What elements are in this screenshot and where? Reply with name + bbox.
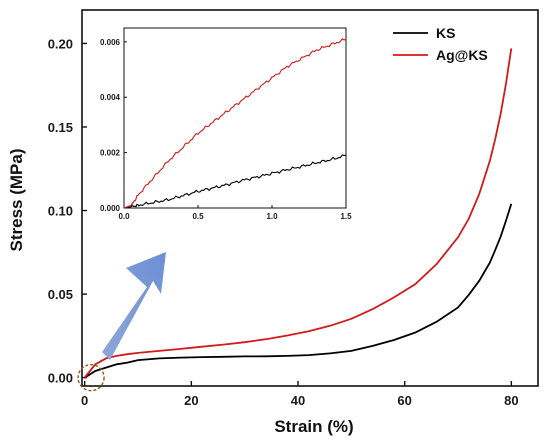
main-y-tick-label: 0.00 <box>48 371 73 386</box>
inset-x-tick-label: 1.0 <box>266 212 278 221</box>
main-series-line-ks <box>84 203 513 379</box>
zoom-region-circle <box>77 363 105 392</box>
y-axis-title: Stress (MPa) <box>7 149 26 252</box>
main-y-tick-label: 0.20 <box>48 36 73 51</box>
inset-y-tick-label: 0.002 <box>100 149 121 158</box>
main-plot-frame <box>81 9 539 387</box>
inset-x-tick-label: 0.0 <box>118 212 130 221</box>
main-x-tick-label: 60 <box>397 393 411 408</box>
legend-label-ks: KS <box>436 25 455 41</box>
main-x-tick-label: 40 <box>291 393 305 408</box>
legend-label-ag-ks: Ag@KS <box>436 47 488 63</box>
zoom-arrow <box>102 252 166 360</box>
inset-y-tick-label: 0.006 <box>100 38 121 47</box>
main-x-tick-label: 80 <box>504 393 518 408</box>
inset-series-line-ks <box>123 154 346 209</box>
main-y-tick-label: 0.10 <box>48 204 73 219</box>
main-series-group <box>83 48 513 379</box>
inset-plot-frame <box>123 27 347 209</box>
legend: KS Ag@KS <box>393 25 488 63</box>
inset-x-tick-label: 0.5 <box>192 212 204 221</box>
main-series-line-ag-ks <box>83 48 513 379</box>
main-y-ticks: 0.00 0.05 0.10 0.15 0.20 <box>48 36 87 386</box>
main-y-tick-label: 0.15 <box>48 120 73 135</box>
main-x-ticks: 0 20 40 60 80 <box>81 381 519 408</box>
inset-series-group <box>123 38 347 209</box>
main-x-tick-label: 20 <box>184 393 198 408</box>
inset-x-tick-label: 1.5 <box>340 212 352 221</box>
inset-y-tick-label: 0.004 <box>100 93 121 102</box>
main-y-tick-label: 0.05 <box>48 287 73 302</box>
main-x-tick-label: 0 <box>81 393 88 408</box>
inset-y-ticks: 0.000 0.002 0.004 0.006 <box>100 38 127 213</box>
inset-y-tick-label: 0.000 <box>100 204 121 213</box>
x-axis-title: Strain (%) <box>274 417 353 436</box>
inset-series-line-ag-ks <box>123 38 347 209</box>
